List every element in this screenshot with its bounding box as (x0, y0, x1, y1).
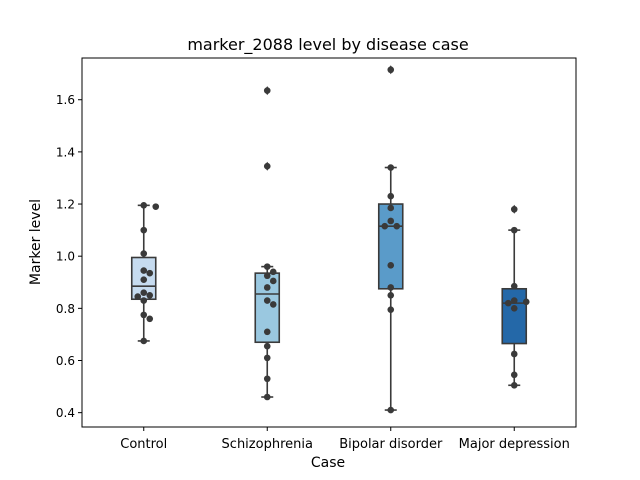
data-point (510, 205, 518, 213)
data-point (140, 250, 148, 257)
boxes-layer (130, 65, 528, 411)
data-point (134, 293, 142, 300)
data-point (510, 381, 518, 389)
box (501, 287, 528, 345)
x-tick-label: Major depression (459, 437, 570, 452)
data-point (140, 297, 148, 304)
data-point (263, 393, 271, 401)
data-point (140, 337, 148, 345)
data-point (263, 342, 271, 350)
data-point (140, 267, 148, 274)
y-tick-label: 1.0 (56, 250, 75, 264)
data-point (263, 354, 271, 362)
y-tick-label: 1.6 (56, 93, 75, 107)
y-tick-label: 0.4 (56, 406, 75, 420)
data-point (510, 371, 518, 379)
data-point (510, 226, 518, 234)
data-point (269, 277, 277, 285)
x-tick-label: Control (120, 437, 167, 452)
box-group (377, 65, 404, 411)
data-point (393, 222, 401, 230)
data-point (269, 268, 277, 276)
data-point (146, 315, 154, 323)
plot-frame (81, 57, 577, 428)
data-point (387, 292, 395, 299)
data-point (140, 289, 148, 296)
data-point (510, 297, 518, 304)
data-point (263, 162, 271, 170)
data-point (387, 192, 395, 200)
data-point (263, 375, 271, 383)
data-point (387, 306, 395, 313)
data-point (140, 311, 148, 319)
data-point (510, 282, 518, 290)
data-point (381, 222, 389, 230)
box-group (254, 86, 281, 398)
x-tick-label: Bipolar disorder (339, 437, 443, 452)
chart-title: marker_2088 level by disease case (187, 35, 468, 55)
data-point (387, 406, 395, 414)
data-point (140, 276, 148, 283)
points-layer (134, 66, 530, 414)
data-point (522, 298, 530, 306)
data-point (152, 203, 160, 210)
x-tick-label: Schizophrenia (222, 437, 313, 452)
x-axis-label: Case (311, 455, 345, 471)
box (377, 203, 404, 290)
data-point (263, 87, 271, 94)
data-point (140, 202, 148, 209)
axes-layer: 0.4 0.6 0.8 1.0 1.2 1.4 1.6 Control Schizophreni… (56, 57, 577, 452)
data-point (263, 284, 271, 291)
y-tick-label: 1.2 (56, 198, 75, 212)
data-point (510, 350, 518, 358)
y-axis-label: Marker level (28, 199, 44, 285)
data-point (146, 292, 154, 299)
data-point (510, 305, 518, 312)
data-point (504, 299, 512, 307)
data-point (387, 284, 395, 291)
data-point (146, 269, 154, 277)
data-point (140, 226, 148, 234)
data-point (387, 164, 395, 171)
data-point (387, 217, 395, 225)
y-tick-label: 0.6 (56, 354, 75, 368)
data-point (263, 297, 271, 304)
data-point (387, 204, 395, 212)
y-tick-label: 0.8 (56, 302, 75, 316)
data-point (263, 328, 271, 336)
y-tick-label: 1.4 (56, 145, 75, 159)
data-point (387, 66, 395, 74)
data-point (269, 301, 277, 308)
data-point (387, 262, 395, 269)
data-point (263, 272, 271, 280)
data-point (263, 263, 271, 270)
